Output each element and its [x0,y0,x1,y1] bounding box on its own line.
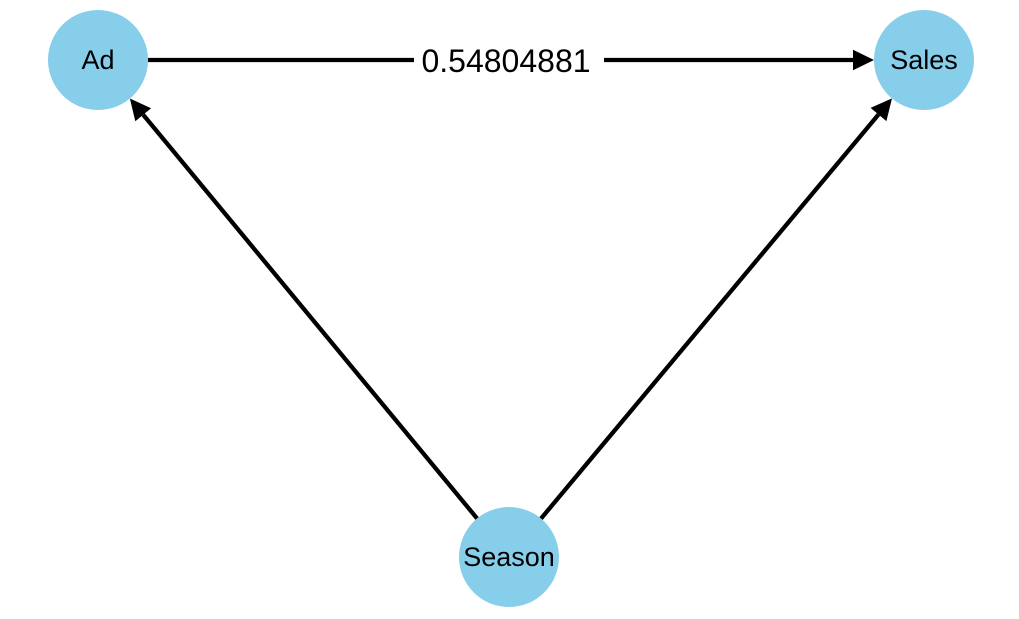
svg-text:Ad: Ad [81,45,114,75]
svg-text:Sales: Sales [890,45,958,75]
svg-text:Season: Season [463,542,555,572]
svg-text:0.54804881: 0.54804881 [421,43,590,79]
